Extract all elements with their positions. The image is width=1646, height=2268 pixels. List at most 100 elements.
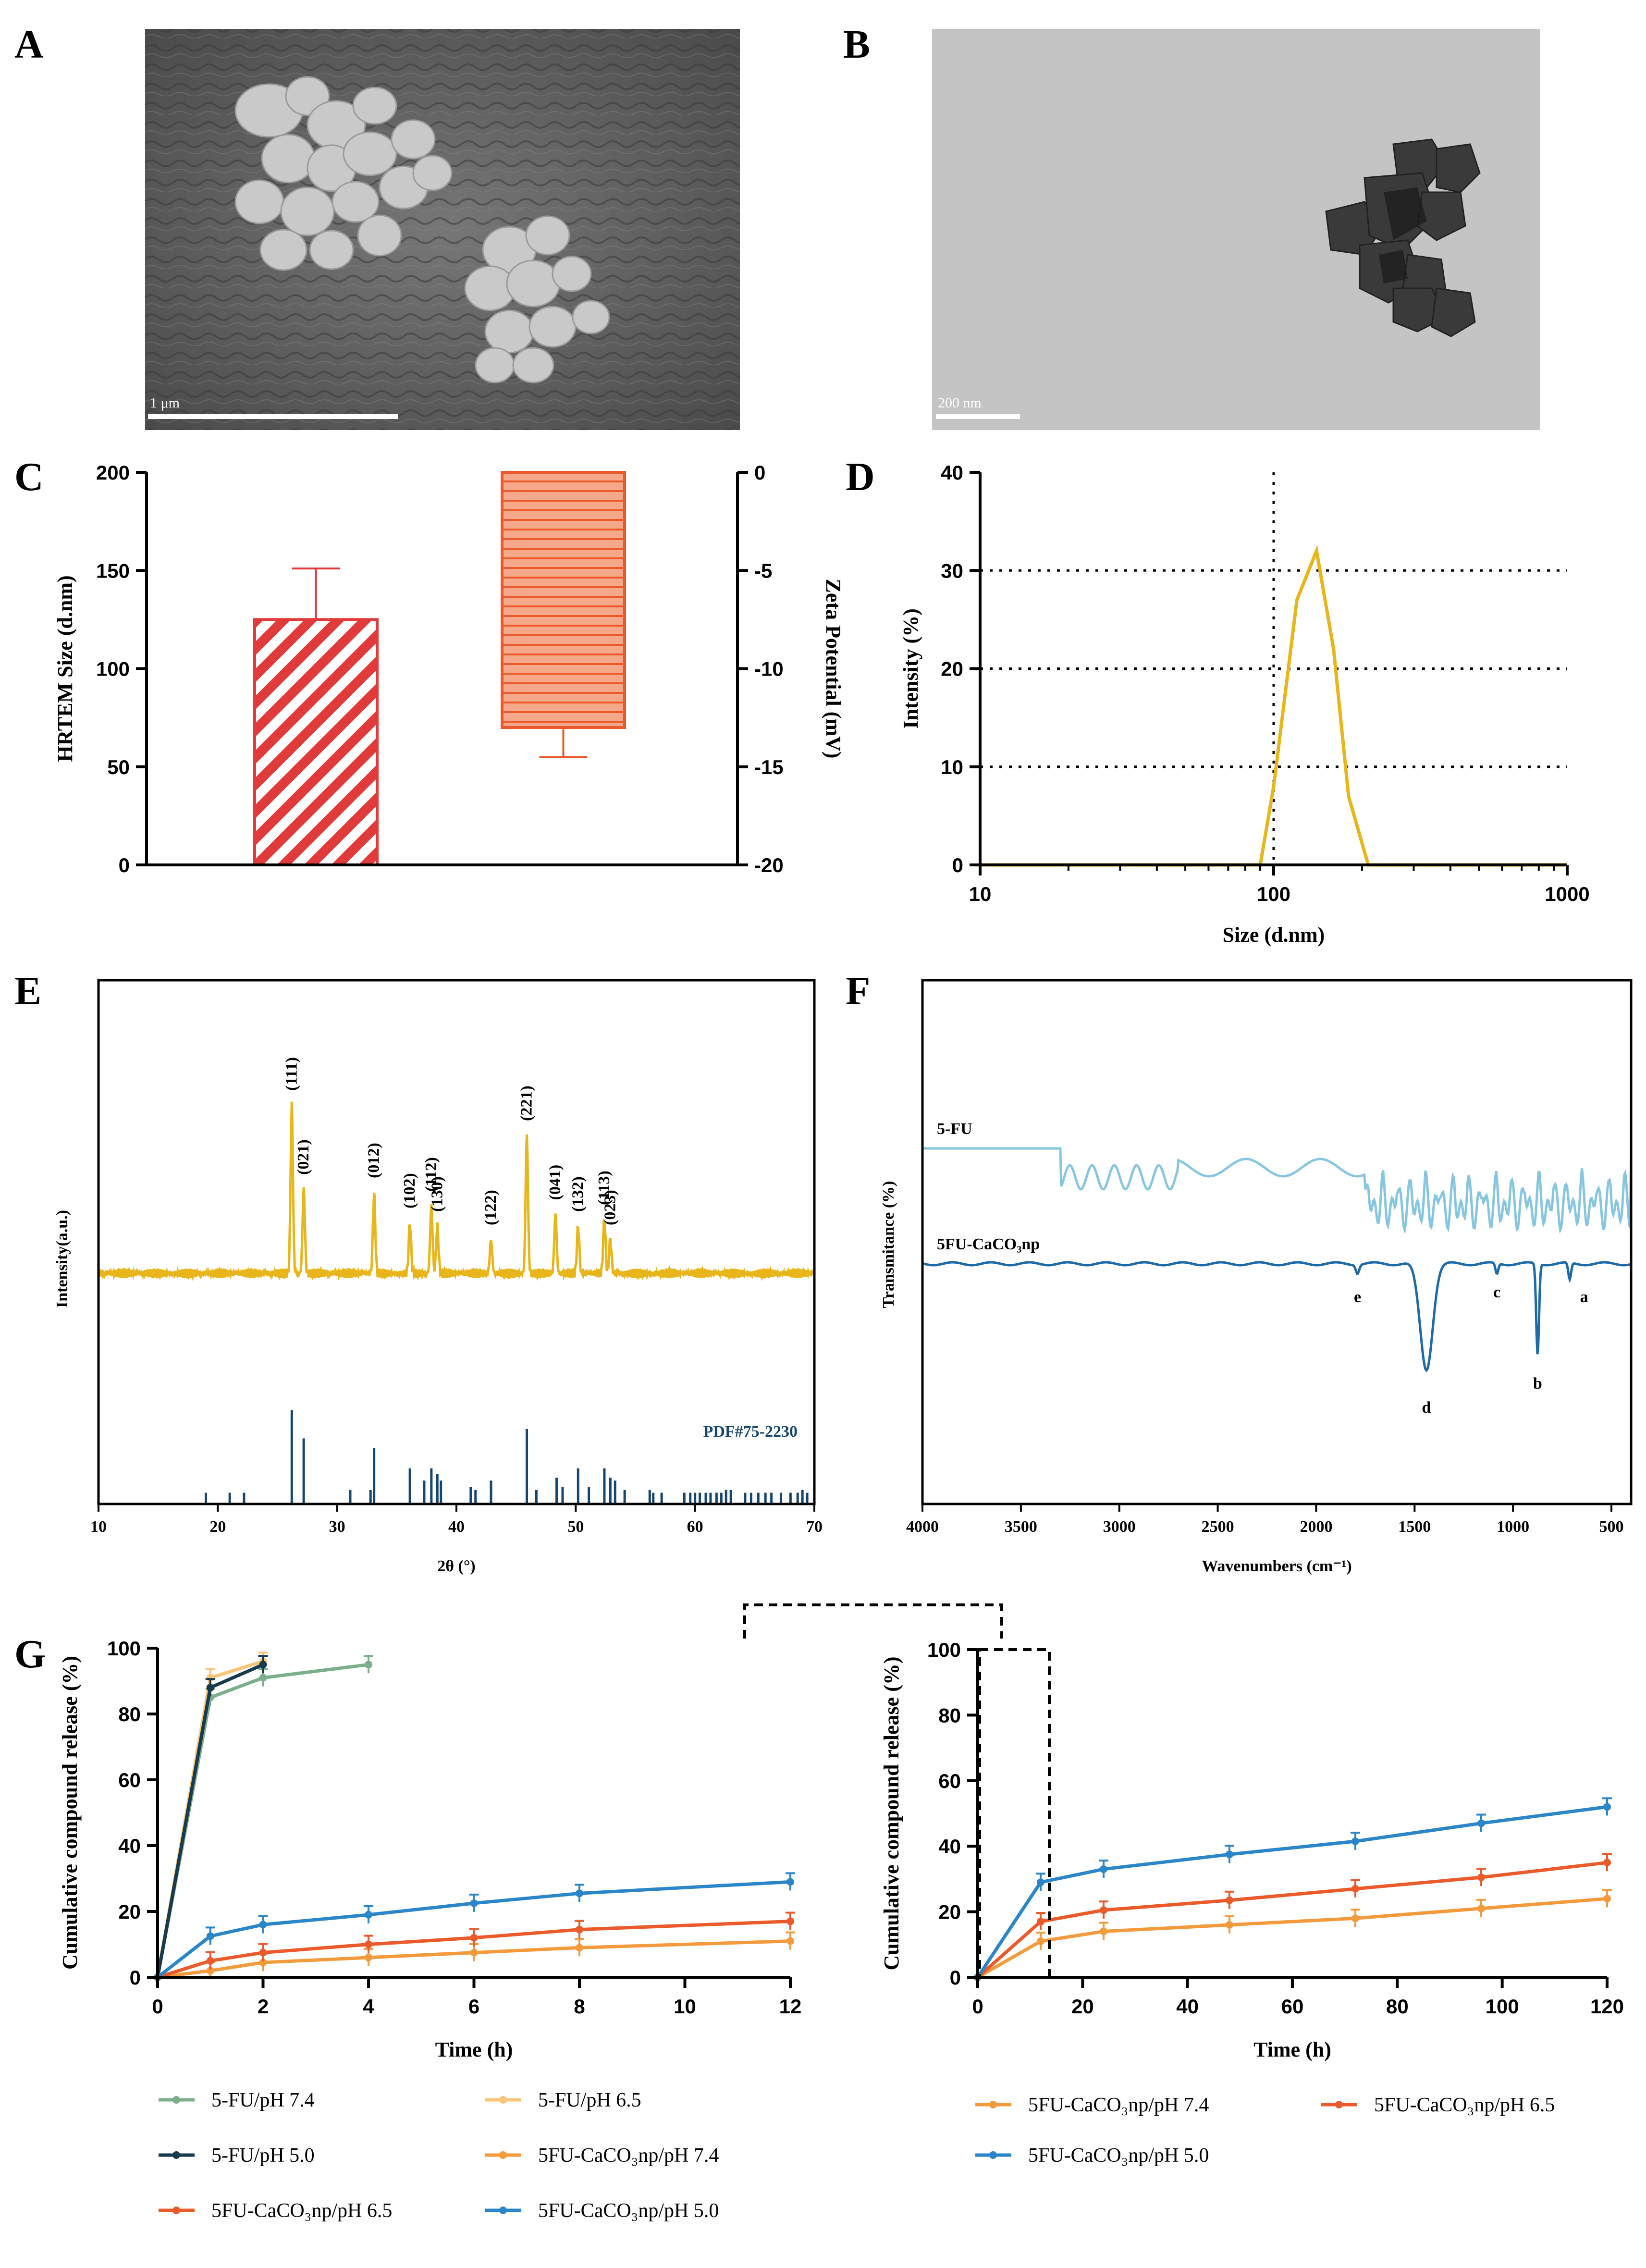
panel-label-d: D (846, 455, 875, 499)
panel-label-e: E (14, 969, 41, 1013)
legend-label: 5FU-CaCO₃np/pH 6.5 (211, 2200, 392, 2222)
plot-frame (921, 979, 1633, 1505)
peak-annotation-a: a (1580, 1288, 1588, 1306)
tick-label: 40 (938, 1835, 961, 1858)
legend-marker (499, 2206, 507, 2214)
tick-label: -5 (754, 559, 772, 582)
tick-label: 40 (448, 1518, 465, 1536)
legend-label: 5-FU/pH 5.0 (211, 2145, 315, 2167)
legend-label: 5-FU/pH 6.5 (538, 2089, 641, 2111)
tick-label: 500 (1599, 1518, 1624, 1536)
y-axis-label-left: HRTEM Size (d.nm) (53, 575, 77, 762)
data-point (470, 1948, 478, 1957)
tick-label: 3000 (1103, 1518, 1136, 1536)
data-point (259, 1661, 267, 1669)
chart-e: PDF#75-2230 (111) (021) (012) (102) (112)(130… (53, 979, 823, 1575)
bar-zeta-potential (501, 471, 626, 729)
legend-marker (1335, 2101, 1343, 2108)
legend-label: 5FU-CaCO₃np/pH 5.0 (538, 2200, 719, 2222)
data-point (1603, 1895, 1611, 1903)
legend-marker (172, 2151, 180, 2159)
tick-label: 2 (258, 1995, 269, 2018)
tick-label: 60 (938, 1770, 961, 1792)
data-point (1226, 1896, 1233, 1904)
tick-label: 10 (969, 883, 992, 905)
tick-label: 60 (687, 1518, 703, 1536)
tick-label: 0 (952, 854, 963, 876)
sem-image: 1 μm (145, 29, 740, 430)
data-point (1100, 1865, 1107, 1873)
scale-label-b: 200 nm (938, 395, 982, 411)
data-point (1351, 1837, 1359, 1845)
tick-label: 120 (1590, 1995, 1624, 2018)
tick-label: 2000 (1300, 1518, 1332, 1536)
reference-label: PDF#75-2230 (703, 1423, 798, 1441)
tick-label: 10 (90, 1518, 107, 1536)
release-line (976, 1805, 1608, 1978)
tem-image: 200 nm (932, 29, 1540, 430)
tick-label: 20 (941, 658, 963, 680)
legend-left: 5-FU/pH 7.4 5-FU/pH 6.5 5-FU/pH 5.0 5FU-CaC… (159, 2089, 719, 2222)
tick-label: 10 (674, 1995, 696, 2018)
y-axis-label: Cumulative compound release (%) (880, 1656, 903, 1970)
tick-label: 1500 (1398, 1518, 1431, 1536)
data-point (259, 1948, 267, 1957)
data-point (259, 1674, 267, 1682)
data-point (1351, 1885, 1359, 1893)
tick-label: 20 (1071, 1995, 1094, 2018)
tick-label: 40 (941, 461, 963, 484)
tick-label: 30 (329, 1518, 345, 1536)
tick-label: 30 (941, 559, 963, 582)
chart-g-right: 0 20 40 60 80 100 0 20 40 60 80 100 120 Time (h) Cumul… (880, 1639, 1624, 2061)
tick-label: 50 (567, 1518, 584, 1536)
data-point (1226, 1850, 1233, 1859)
peak-label: (102) (401, 1173, 418, 1208)
chart-c: 0 50 100 150 200 0 -5 -10 -15 -20 HRTEM Size (d.nm… (53, 461, 845, 876)
x-axis-label: Wavenumbers (cm⁻¹) (1202, 1557, 1351, 1575)
data-point (1226, 1921, 1233, 1929)
data-point (1477, 1873, 1485, 1881)
x-axis-label: 2θ (°) (437, 1557, 476, 1575)
peak-label: (132) (569, 1176, 587, 1212)
data-point (365, 1940, 372, 1948)
peak-annotation-d: d (1422, 1399, 1431, 1417)
peak-annotation-e: e (1354, 1288, 1361, 1306)
tick-label: 0 (152, 1995, 163, 2018)
data-point (786, 1878, 794, 1886)
y-axis-label: Intensity (%) (899, 608, 922, 729)
data-point (1037, 1918, 1044, 1926)
tick-label: 12 (779, 1995, 802, 2018)
tick-label: 50 (107, 756, 130, 778)
data-point (576, 1944, 583, 1952)
legend-right: 5FU-CaCO₃np/pH 7.4 5FU-CaCO₃np/pH 6.5 5FU-… (975, 2094, 1555, 2167)
data-point (206, 1967, 214, 1975)
tick-label: 1000 (1497, 1518, 1529, 1536)
bar-hrtem-size (253, 618, 379, 866)
y-axis-label: Transmitance (%) (880, 1181, 897, 1308)
data-point (1477, 1904, 1485, 1912)
zoom-box (978, 1648, 1051, 1979)
tick-label: 0 (130, 1966, 141, 1989)
legend-marker (499, 2151, 507, 2159)
peak-label: (112) (422, 1157, 440, 1192)
tick-label: 6 (468, 1995, 479, 2018)
peak-label: (023) (601, 1190, 619, 1225)
legend-marker (499, 2096, 507, 2104)
legend-label: 5FU-CaCO₃np/pH 7.4 (538, 2145, 719, 2167)
data-point (206, 1932, 214, 1940)
data-point (1603, 1803, 1611, 1811)
tick-label: -20 (754, 854, 784, 876)
tick-label: 60 (118, 1769, 141, 1791)
data-point (365, 1911, 372, 1919)
tick-label: -10 (754, 658, 784, 680)
tick-label: 0 (754, 461, 765, 484)
zoom-connector (743, 1603, 1051, 1979)
scale-label-a: 1 μm (150, 395, 180, 411)
tick-label: 0 (119, 854, 130, 876)
peak-annotation-c: c (1493, 1283, 1500, 1301)
peak-label: (130) (428, 1176, 446, 1212)
legend-label: 5FU-CaCO₃np/pH 7.4 (1028, 2094, 1209, 2116)
peak-label: (122) (482, 1190, 500, 1225)
chart-d: 0 10 20 30 40 10 100 1000 Size (d.nm) Intensity (… (899, 461, 1590, 947)
tick-label: 100 (107, 1637, 141, 1660)
